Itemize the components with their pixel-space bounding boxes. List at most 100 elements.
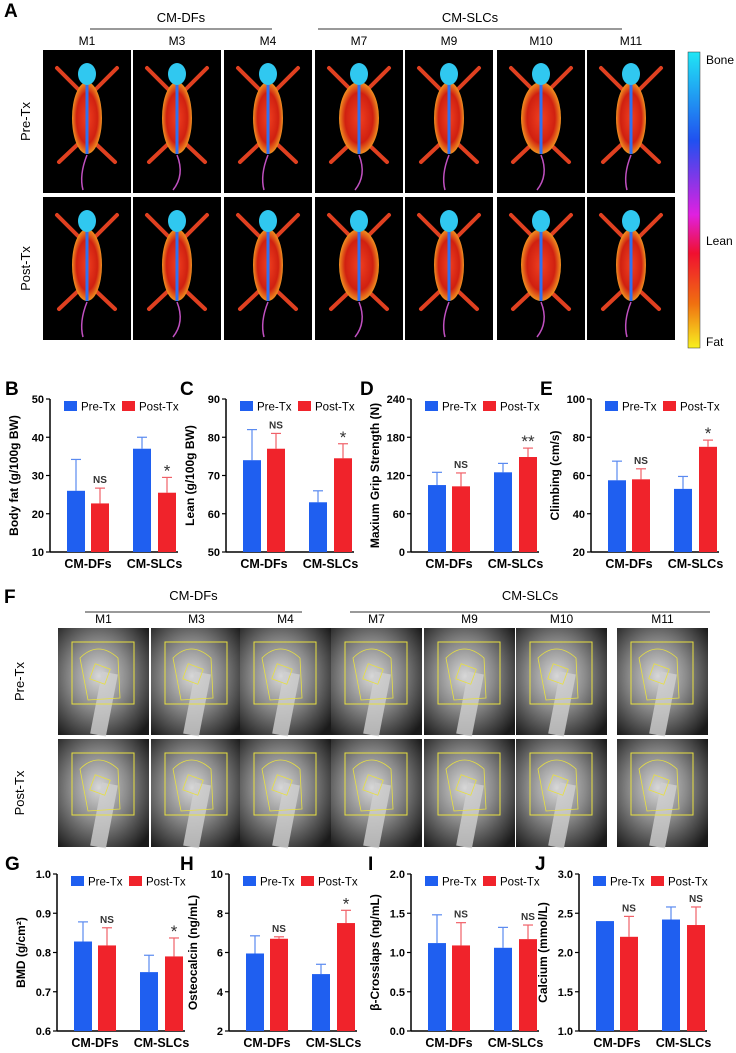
- roi-square: [529, 641, 593, 705]
- femur-xray-image: [58, 739, 149, 849]
- bar-post-tx: [452, 486, 470, 552]
- mouse-scan-image: [405, 50, 493, 193]
- roi-square: [253, 752, 317, 816]
- limbs: [417, 66, 481, 164]
- limbs: [145, 66, 209, 164]
- tail: [172, 154, 181, 191]
- legend-label-pre-tx: Pre-Tx: [622, 402, 657, 414]
- y-tick-label: 10: [211, 869, 223, 881]
- limbs: [145, 213, 209, 311]
- roi-neck-box: [271, 774, 293, 796]
- row-label: Post-Tx: [18, 246, 33, 291]
- bar-pre-tx: [608, 480, 626, 552]
- y-tick-label: 0.0: [390, 1026, 405, 1038]
- legend-swatch-post-tx: [651, 876, 664, 886]
- mouse-label: M10: [550, 612, 574, 626]
- group-label-cm-slcs: CM-SLCs: [442, 10, 499, 25]
- mouse-label: M10: [529, 34, 553, 48]
- x-category-label: CM-SLCs: [127, 557, 183, 571]
- significance-label: NS: [269, 420, 283, 431]
- y-tick-label: 60: [208, 509, 220, 521]
- legend-swatch-pre-tx: [243, 876, 256, 886]
- mouse-label: M1: [79, 34, 96, 48]
- limbs: [509, 213, 573, 311]
- roi-outline: [445, 759, 487, 812]
- mouse-scan-image: [587, 197, 675, 340]
- y-tick-label: 0.8: [36, 948, 51, 960]
- bar-pre-tx: [246, 953, 264, 1031]
- roi-outline: [352, 648, 394, 701]
- legend-label-post-tx: Post-Tx: [680, 402, 720, 414]
- bar-post-tx: [699, 446, 717, 552]
- bar-pre-tx: [674, 488, 692, 552]
- tail: [442, 154, 450, 191]
- x-category-label: CM-SLCs: [488, 557, 544, 571]
- mouse-label: M11: [651, 612, 674, 626]
- y-tick-label: 0.9: [36, 908, 51, 920]
- bar-post-tx: [620, 936, 638, 1031]
- legend-label-pre-tx: Pre-Tx: [260, 877, 295, 889]
- row-label: Post-Tx: [12, 770, 27, 815]
- mouse-label: M11: [620, 34, 643, 48]
- y-axis-label: β-Crosslaps (ng/mL): [368, 894, 382, 1011]
- roi-outline: [79, 759, 121, 812]
- legend-label-post-tx: Post-Tx: [146, 877, 186, 889]
- panel-a-scans: CM-DFs CM-SLCs M1 M3 M4 M7 M9 M10 M11 Pre-Tx Post-…: [18, 10, 734, 349]
- bar-pre-tx: [428, 943, 446, 1031]
- bar-pre-tx: [243, 460, 261, 552]
- group-label-cm-dfs: CM-DFs: [169, 588, 218, 603]
- roi-neck-box: [182, 663, 204, 685]
- tail: [354, 154, 363, 191]
- y-tick-label: 3.0: [558, 869, 573, 881]
- femur-xray-image: [617, 628, 708, 737]
- colorbar: [687, 51, 701, 349]
- significance-label: *: [343, 894, 350, 913]
- roi-outline: [352, 759, 394, 812]
- significance-label: *: [705, 424, 712, 443]
- x-category-label: CM-DFs: [240, 557, 287, 571]
- legend-label-post-tx: Post-Tx: [500, 877, 540, 889]
- legend-swatch-pre-tx: [64, 401, 77, 411]
- mouse-scan-image: [43, 50, 131, 193]
- y-tick-label: 20: [573, 547, 585, 559]
- roi-square: [71, 641, 135, 705]
- significance-label: NS: [521, 912, 535, 923]
- panel-label-c: C: [180, 379, 194, 400]
- panel-label-i: I: [368, 854, 373, 875]
- y-axis-label: Body fat (g/100g BW): [7, 415, 21, 536]
- limbs: [236, 66, 300, 164]
- legend-swatch-post-tx: [122, 401, 135, 411]
- head: [78, 210, 96, 232]
- mouse-label: M1: [95, 612, 112, 626]
- tail: [536, 154, 545, 191]
- y-tick-label: 0.6: [36, 1026, 51, 1038]
- limbs: [327, 213, 391, 311]
- y-tick-label: 0.5: [390, 987, 405, 999]
- legend-label-pre-tx: Pre-Tx: [442, 402, 477, 414]
- significance-label: NS: [634, 456, 648, 467]
- femur-xray-image: [240, 739, 331, 849]
- roi-outline: [537, 759, 579, 812]
- group-label-cm-dfs: CM-DFs: [157, 10, 206, 25]
- femur-xray-image: [424, 628, 515, 737]
- x-category-label: CM-SLCs: [306, 1036, 362, 1050]
- y-tick-label: 50: [208, 547, 220, 559]
- mouse-scan-image: [315, 197, 403, 340]
- bar-pre-tx: [67, 490, 85, 552]
- mouse-label: M3: [169, 34, 186, 48]
- mouse-label: M9: [461, 612, 478, 626]
- tail: [80, 301, 88, 338]
- y-tick-label: 10: [32, 547, 44, 559]
- mouse-scan-image: [405, 197, 493, 340]
- significance-label: *: [164, 461, 171, 480]
- limbs: [509, 66, 573, 164]
- bar-chart-j: J 1.0 1.5 2.0 2.5 3.0 Calcium (mmol/L) CM-DFs CM…: [535, 854, 711, 1050]
- y-tick-label: 120: [387, 471, 405, 483]
- bar-post-tx: [91, 503, 109, 552]
- panel-label-d: D: [360, 379, 374, 400]
- y-tick-label: 1.0: [36, 869, 51, 881]
- bar-pre-tx: [74, 941, 92, 1031]
- y-tick-label: 40: [573, 509, 585, 521]
- bar-post-tx: [452, 945, 470, 1031]
- roi-neck-box: [455, 774, 477, 796]
